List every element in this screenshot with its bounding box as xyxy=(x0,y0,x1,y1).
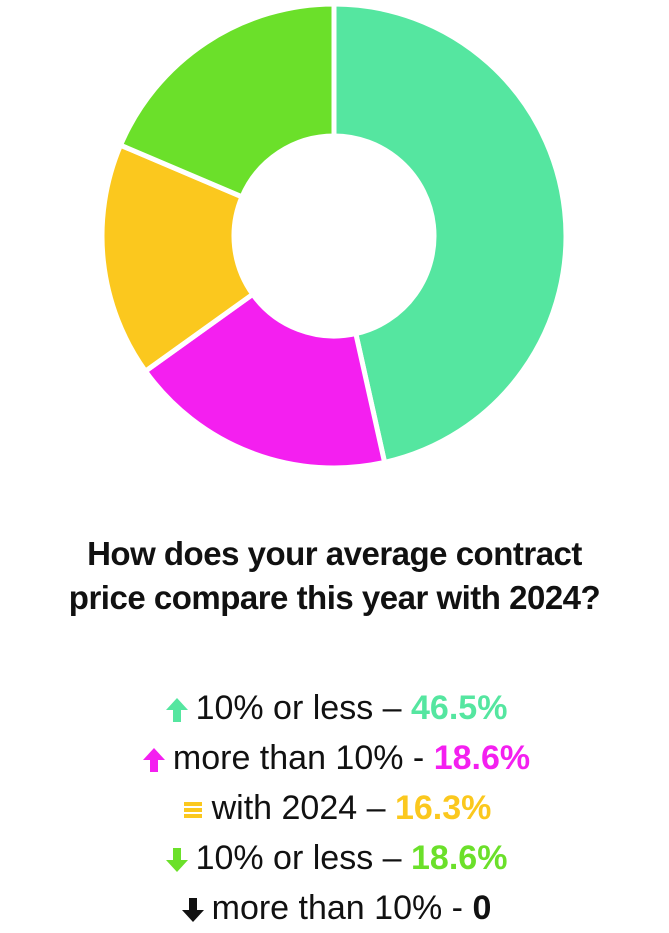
donut-slice-1 xyxy=(331,1,569,466)
chart-title-line-2: price compare this year with 2024? xyxy=(68,579,601,616)
chart-title-line-1: How does your average contract xyxy=(87,535,582,572)
legend-item-down-more-than-10: more than 10% - 0 xyxy=(0,883,669,933)
legend-value: 0 xyxy=(472,889,492,927)
donut-chart xyxy=(99,1,569,471)
down-arrow-icon xyxy=(162,846,192,874)
up-arrow-icon xyxy=(162,696,192,724)
donut-slices xyxy=(99,1,569,471)
legend-label: with 2024 – xyxy=(211,789,386,827)
legend-label: 10% or less – xyxy=(195,689,402,727)
legend-value: 18.6% xyxy=(433,739,531,777)
equals-icon xyxy=(178,800,208,820)
legend-label: more than 10% - xyxy=(172,739,425,777)
legend-item-up-more-than-10: more than 10% - 18.6% xyxy=(0,733,669,783)
legend-label: more than 10% - xyxy=(211,889,463,927)
legend-value: 46.5% xyxy=(411,689,508,727)
legend: 10% or less – 46.5% more than 10% - 18.6… xyxy=(0,683,669,933)
legend-value: 16.3% xyxy=(394,789,492,827)
down-arrow-icon xyxy=(178,896,208,924)
legend-item-same-with-2024: with 2024 – 16.3% xyxy=(0,783,669,833)
donut-slice-4 xyxy=(117,1,337,201)
legend-label: 10% or less – xyxy=(195,839,402,877)
chart-title: How does your average contract price com… xyxy=(0,532,669,620)
legend-value: 18.6% xyxy=(411,839,508,877)
legend-item-up-10-or-less: 10% or less – 46.5% xyxy=(0,683,669,733)
up-arrow-icon xyxy=(139,746,169,774)
legend-item-down-10-or-less: 10% or less – 18.6% xyxy=(0,833,669,883)
donut-slice-3 xyxy=(99,141,257,375)
donut-slice-2 xyxy=(141,290,388,471)
